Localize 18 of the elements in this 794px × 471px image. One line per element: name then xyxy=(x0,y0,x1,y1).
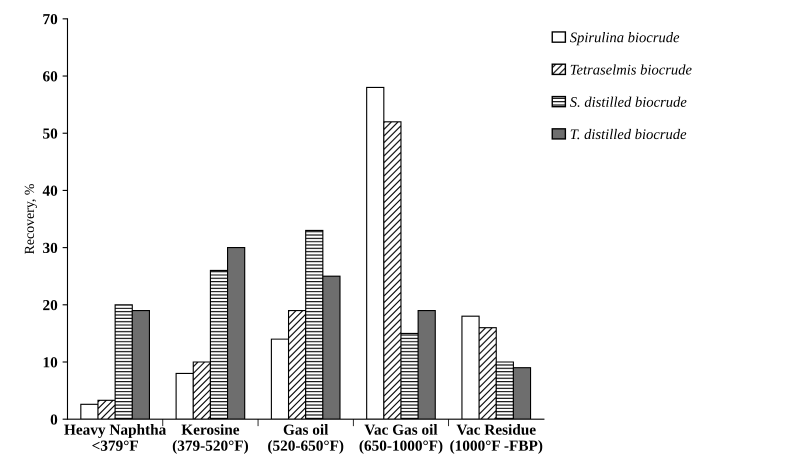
y-tick-label: 60 xyxy=(43,71,58,82)
x-tick-label: Gas oil (520-650°F) xyxy=(268,424,344,454)
y-tick-label: 20 xyxy=(43,300,58,310)
y-tick-label: 0 xyxy=(50,414,58,425)
y-tick-label: 30 xyxy=(43,242,58,254)
legend-label: T. distilled biocrude xyxy=(570,128,686,140)
legend-label: Spirulina biocrude xyxy=(570,32,680,46)
x-tick-label: Kerosine (379-520°F) xyxy=(172,424,248,454)
legend-label: S. distilled biocrude xyxy=(570,96,686,107)
legend-label: Tetraselmis biocrude xyxy=(570,64,692,75)
y-axis-title: Recovery, % xyxy=(24,184,37,254)
x-tick-label: Heavy Naphtha <379°F xyxy=(64,424,166,451)
x-tick-label: Vac Residue (1000°F -FBP) xyxy=(450,424,542,454)
y-tick-label: 70 xyxy=(43,14,58,24)
y-tick-label: 40 xyxy=(42,186,58,196)
y-tick-label: 10 xyxy=(44,357,58,368)
y-tick-label: 50 xyxy=(43,128,58,139)
x-tick-label: Vac Gas oil (650-1000°F) xyxy=(360,424,442,454)
